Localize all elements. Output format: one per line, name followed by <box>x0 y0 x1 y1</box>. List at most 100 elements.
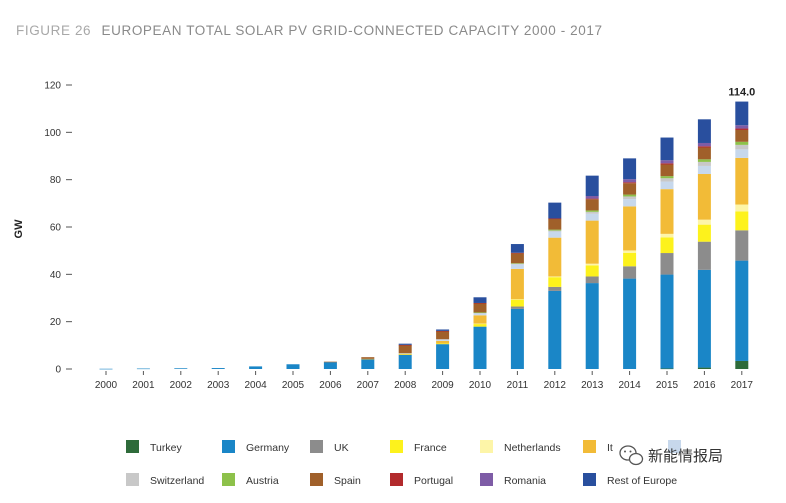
bar-segment-switzerland-2009 <box>436 339 450 340</box>
bar-segment-uk-2016 <box>697 241 711 270</box>
bar-segment-france-2015 <box>660 237 674 254</box>
bar-segment-rest-of-europe-2013 <box>585 175 599 196</box>
bar-segment-austria-2011 <box>510 263 524 264</box>
bar-segment-rest-of-europe-2008 <box>398 343 412 345</box>
bar-group-2011 <box>510 244 524 369</box>
bar-segment-belgium-2008 <box>398 353 412 354</box>
bar-segment-uk-2012 <box>548 286 562 291</box>
legend-label: France <box>414 442 447 454</box>
bar-segment-italy-2017 <box>735 157 749 205</box>
legend-label: Spain <box>334 475 361 487</box>
legend-swatch <box>310 440 323 453</box>
legend-item-turkey: Turkey <box>126 440 182 454</box>
bar-segment-germany-2010 <box>473 326 487 369</box>
bar-segment-belgium-2012 <box>548 231 562 238</box>
bar-segment-belgium-2014 <box>623 199 637 207</box>
bar-segment-germany-2003 <box>211 368 225 369</box>
plot-area <box>99 101 749 370</box>
legend: Turkey Germany UK France Netherlands It Switze… <box>126 440 681 487</box>
bar-segment-spain-2015 <box>660 164 674 177</box>
legend-label: Turkey <box>150 442 182 454</box>
legend-swatch <box>668 440 681 453</box>
legend-swatch <box>310 473 323 486</box>
legend-swatch <box>583 473 596 486</box>
bar-segment-germany-2007 <box>361 359 375 369</box>
bar-segment-spain-2011 <box>510 253 524 264</box>
bar-segment-portugal-2011 <box>510 252 524 254</box>
bar-segment-austria-2017 <box>735 141 749 145</box>
bar-segment-rest-of-europe-2015 <box>660 137 674 161</box>
x-tick-label: 2015 <box>656 380 679 391</box>
bar-segment-romania-2015 <box>660 160 674 164</box>
bar-group-2005 <box>286 364 300 369</box>
y-tick-label: 100 <box>44 128 61 139</box>
x-tick-label: 2008 <box>394 380 417 391</box>
bar-segment-austria-2014 <box>623 194 637 197</box>
bar-segment-turkey-2015 <box>660 368 674 370</box>
bar-segment-rest-of-europe-2010 <box>473 297 487 303</box>
bar-segment-germany-2015 <box>660 274 674 369</box>
legend-item-netherlands: Netherlands <box>480 440 561 454</box>
x-tick-label: 2002 <box>170 380 193 391</box>
bar-segment-uk-2014 <box>623 266 637 279</box>
bar-segment-belgium-2010 <box>473 312 487 316</box>
bar-segment-uk-2013 <box>585 276 599 284</box>
bar-segment-rest-of-europe-2017 <box>735 101 749 126</box>
legend-label: UK <box>334 442 349 454</box>
legend-item-austria: Austria <box>222 473 279 487</box>
bar-group-2003 <box>211 368 225 369</box>
y-axis-label: GW <box>13 219 25 239</box>
bar-segment-austria-2016 <box>697 159 711 162</box>
bar-segment-spain-2006 <box>323 361 337 363</box>
bar-group-2014 <box>623 158 637 369</box>
bar-segment-belgium-2013 <box>585 213 599 221</box>
bar-segment-switzerland-2011 <box>510 263 524 265</box>
x-tick-label: 2003 <box>207 380 230 391</box>
bar-segment-portugal-2009 <box>436 330 450 332</box>
bar-segment-netherlands-2011 <box>510 299 524 300</box>
bar-segment-italy-2012 <box>548 237 562 277</box>
bar-segment-turkey-2017 <box>735 360 749 369</box>
bar-segment-switzerland-2013 <box>585 211 599 214</box>
bar-segment-netherlands-2013 <box>585 263 599 266</box>
legend-item-france: France <box>390 440 447 454</box>
legend-label: It <box>607 442 613 454</box>
chart-title: FIGURE 26 EUROPEAN TOTAL SOLAR PV GRID-C… <box>16 23 603 38</box>
bar-segment-portugal-2008 <box>398 344 412 346</box>
legend-swatch <box>126 473 139 486</box>
bar-segment-belgium-2009 <box>436 339 450 341</box>
x-tick-label: 2009 <box>431 380 454 391</box>
bar-segment-france-2009 <box>436 343 450 345</box>
bar-segment-rest-of-europe-2014 <box>623 158 637 180</box>
x-tick-label: 2010 <box>469 380 492 391</box>
bar-segment-portugal-2017 <box>735 128 749 130</box>
x-tick-label: 2016 <box>693 380 716 391</box>
bar-segment-turkey-2016 <box>697 367 711 369</box>
legend-item-spain: Spain <box>310 473 361 487</box>
bar-segment-rest-of-europe-2011 <box>510 244 524 253</box>
bar-segment-netherlands-2017 <box>735 204 749 212</box>
legend-label: Germany <box>246 442 290 454</box>
bar-segment-belgium-2017 <box>735 149 749 158</box>
bar-segment-germany-2013 <box>585 283 599 369</box>
bar-segment-germany-2006 <box>323 362 337 369</box>
bar-segment-portugal-2014 <box>623 182 637 184</box>
bar-segment-uk-2015 <box>660 253 674 275</box>
bar-segment-germany-2008 <box>398 354 412 369</box>
x-tick-label: 2007 <box>357 380 380 391</box>
y-tick-label: 60 <box>50 223 62 234</box>
watermark-text: 新能情报局 <box>648 448 723 465</box>
bar-segment-france-2011 <box>510 299 524 307</box>
x-tick-label: 2014 <box>618 380 641 391</box>
bar-segment-spain-2013 <box>585 199 599 211</box>
bar-segment-germany-2017 <box>735 260 749 361</box>
bar-segment-spain-2012 <box>548 218 562 230</box>
bar-group-2002 <box>174 368 188 369</box>
bar-segment-italy-2016 <box>697 173 711 220</box>
bar-segment-uk-2017 <box>735 230 749 261</box>
legend-swatch <box>583 440 596 453</box>
legend-item-romania: Romania <box>480 473 546 487</box>
legend-swatch <box>222 440 235 453</box>
x-tick-label: 2005 <box>282 380 305 391</box>
legend-item-belgium <box>668 440 681 453</box>
